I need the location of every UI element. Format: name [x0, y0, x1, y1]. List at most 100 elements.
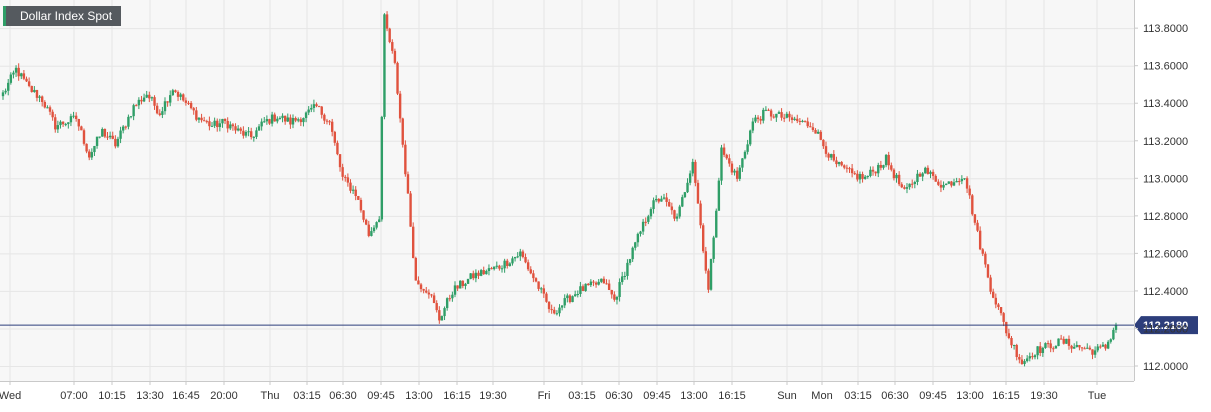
- candle-down: [1046, 340, 1050, 348]
- candle-down: [542, 284, 546, 298]
- candle-body: [835, 160, 838, 165]
- candle-body: [119, 130, 122, 139]
- candle-body: [210, 125, 214, 127]
- candle-down: [482, 266, 485, 275]
- candle-down: [205, 119, 208, 124]
- candle-body: [621, 276, 624, 283]
- candle-body: [247, 131, 250, 133]
- candle-body: [662, 197, 666, 199]
- candle-body: [80, 126, 83, 131]
- candle-body: [634, 242, 637, 248]
- candle-body: [317, 106, 321, 108]
- candle-body: [746, 144, 749, 152]
- candle-down: [174, 89, 177, 93]
- candle-up: [1101, 342, 1105, 347]
- chart-title-badge: Dollar Index Spot: [3, 6, 122, 26]
- y-tick-label: 112.2000: [1143, 323, 1188, 335]
- candle-up: [380, 115, 384, 222]
- candle-body: [448, 298, 451, 300]
- candle-body: [438, 310, 441, 321]
- candle-up: [641, 218, 645, 235]
- candle-down: [725, 153, 728, 160]
- x-tick-label: 16:15: [718, 390, 746, 402]
- candle-up: [95, 136, 99, 149]
- candle-up: [738, 165, 741, 182]
- candle-up: [485, 269, 488, 275]
- candle-down: [1010, 335, 1013, 349]
- candle-up: [101, 127, 104, 137]
- candle-up: [90, 148, 94, 160]
- candle-up: [712, 235, 715, 263]
- y-tick-label: 112.8000: [1143, 211, 1188, 223]
- candle-body: [1007, 333, 1011, 339]
- candle-down: [879, 160, 883, 171]
- candle-up: [519, 248, 522, 261]
- candle-down: [670, 202, 674, 215]
- x-tick-label: 10:15: [98, 390, 126, 402]
- candle-body: [971, 195, 974, 215]
- candle-down: [796, 114, 799, 124]
- candle-body: [333, 131, 337, 143]
- candle-down: [74, 112, 78, 122]
- candle-body: [950, 181, 953, 186]
- candle-down: [874, 171, 877, 177]
- candle-body: [871, 169, 875, 172]
- candle-body: [273, 114, 276, 122]
- candle-body: [986, 264, 990, 278]
- candle-body: [61, 121, 65, 125]
- candle-down: [498, 264, 501, 271]
- candle-down: [1031, 352, 1034, 360]
- candle-body: [40, 96, 44, 102]
- candle-body: [843, 165, 846, 168]
- candle-down: [668, 199, 671, 207]
- candle-body: [129, 116, 133, 118]
- candle-body: [735, 170, 739, 179]
- x-tick-label: 13:00: [405, 390, 433, 402]
- candle-body: [558, 307, 561, 314]
- candle-up: [503, 258, 506, 273]
- candle-body: [1036, 346, 1039, 356]
- candle-body: [790, 117, 794, 120]
- x-tick-label: Wed: [0, 390, 21, 402]
- candle-body: [150, 97, 154, 99]
- candle-body: [673, 210, 676, 219]
- candle-up: [597, 279, 600, 286]
- candle-body: [187, 102, 190, 104]
- candle-down: [430, 293, 433, 298]
- candle-body: [101, 129, 104, 137]
- candle-up: [589, 279, 593, 288]
- candle-body: [782, 117, 786, 119]
- candle-down: [336, 140, 339, 156]
- candle-body: [98, 136, 101, 138]
- x-tick-label: Tue: [1088, 390, 1107, 402]
- candle-body: [814, 129, 817, 134]
- candle-body: [952, 182, 956, 186]
- candle-up: [681, 194, 684, 208]
- candle-body: [485, 270, 488, 275]
- candle-body: [600, 278, 603, 282]
- candle-down: [461, 280, 465, 289]
- candle-body: [161, 111, 164, 115]
- candle-down: [223, 118, 227, 125]
- candle-body: [17, 67, 20, 77]
- candle-body: [59, 121, 62, 126]
- candle-body: [563, 298, 566, 306]
- candle-up: [921, 172, 924, 182]
- candle-up: [579, 281, 582, 297]
- axes: 112.0000 112.2000 112.4000 112.6000 112.8000…: [0, 0, 1188, 402]
- candle-body: [709, 258, 713, 290]
- candle-body: [1062, 338, 1065, 344]
- candle-up: [858, 171, 862, 184]
- x-tick-label: 03:15: [844, 390, 872, 402]
- candle-body: [380, 116, 384, 220]
- y-tick-label: 113.2000: [1143, 136, 1188, 148]
- candle-body: [686, 182, 689, 193]
- candle-up: [895, 172, 898, 183]
- candle-down: [1005, 321, 1008, 337]
- candle-body: [1088, 347, 1092, 350]
- candle-body: [404, 144, 407, 175]
- candle-body: [419, 284, 423, 290]
- candle-down: [364, 218, 368, 226]
- candle-down: [357, 195, 360, 200]
- candle-body: [670, 206, 674, 211]
